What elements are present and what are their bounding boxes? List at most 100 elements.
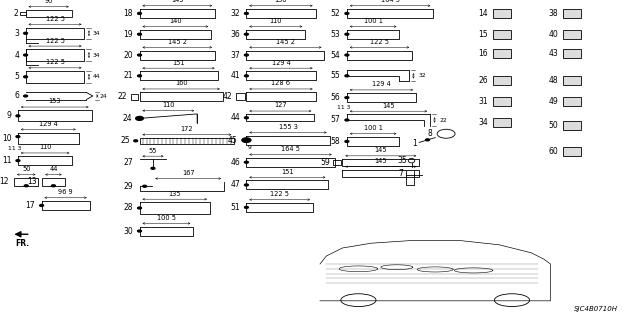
Circle shape [345,33,349,35]
Circle shape [242,138,251,142]
Bar [236,93,245,100]
Circle shape [244,33,248,35]
Bar [563,147,581,156]
Circle shape [426,139,429,141]
Text: 160: 160 [175,80,188,86]
Text: 22: 22 [117,92,127,101]
Text: 56: 56 [331,93,340,102]
Text: 7: 7 [398,169,403,178]
Text: 153: 153 [49,99,61,104]
Bar [14,178,38,186]
Text: 11 3: 11 3 [8,147,21,151]
Text: 44: 44 [93,74,100,79]
Text: 44: 44 [49,166,58,172]
Text: 110: 110 [269,18,282,24]
Circle shape [138,54,141,56]
Bar [563,9,581,18]
Text: 155 3: 155 3 [278,124,298,130]
Text: 51: 51 [230,203,240,212]
Text: 90: 90 [44,0,53,4]
Text: 24: 24 [100,93,108,99]
Text: 122 5: 122 5 [370,39,389,45]
Text: 30: 30 [124,227,133,236]
Bar [493,9,511,18]
Text: 110: 110 [39,144,51,150]
Text: 54: 54 [331,51,340,60]
Text: 16: 16 [478,49,488,58]
Text: 24: 24 [122,114,132,123]
Text: 21: 21 [124,71,133,80]
Text: 10: 10 [2,134,12,143]
Text: 164 5: 164 5 [381,0,399,3]
Text: 6: 6 [14,92,19,100]
Circle shape [244,117,248,119]
Text: 129 4: 129 4 [372,81,391,87]
Text: 127: 127 [274,102,287,108]
Bar [563,49,581,58]
Circle shape [136,116,143,120]
Circle shape [244,54,248,56]
Text: 12: 12 [0,177,9,186]
Text: 122 5: 122 5 [45,16,65,22]
Circle shape [345,97,349,99]
Text: 58: 58 [331,137,340,146]
Text: 55: 55 [148,148,157,154]
Text: 19: 19 [124,30,133,39]
Bar [493,76,511,85]
Text: 145: 145 [374,147,387,153]
Bar [493,49,511,58]
Text: 14: 14 [478,9,488,18]
Text: 15: 15 [478,30,488,39]
Text: 145 2: 145 2 [168,39,187,45]
Circle shape [16,136,20,138]
Text: 37: 37 [230,51,240,60]
Circle shape [134,140,138,142]
Text: 5: 5 [14,72,19,81]
Circle shape [138,12,141,14]
Text: 135: 135 [168,191,181,196]
Circle shape [244,206,248,208]
Text: 18: 18 [124,9,133,18]
Circle shape [24,185,28,187]
Text: 36: 36 [230,30,240,39]
Text: 34: 34 [93,52,100,58]
Text: 32: 32 [419,73,426,78]
Bar [563,76,581,85]
Circle shape [16,160,20,162]
Text: 41: 41 [230,71,240,80]
Bar [563,97,581,106]
Text: 31: 31 [478,97,488,106]
Text: 151: 151 [281,169,294,175]
Text: 25: 25 [121,136,131,145]
Circle shape [244,12,248,14]
Circle shape [138,75,141,77]
Text: 8: 8 [428,129,432,138]
Circle shape [345,54,349,56]
Circle shape [138,230,141,232]
Text: 17: 17 [26,201,35,210]
Bar [493,97,511,106]
Text: 2: 2 [13,9,18,18]
Text: 122 5: 122 5 [270,191,289,197]
Circle shape [345,12,349,14]
Text: 100 1: 100 1 [364,18,383,24]
Text: 29: 29 [124,182,133,191]
Text: 52: 52 [331,9,340,18]
Bar [131,94,138,100]
Text: 49: 49 [548,97,558,106]
Text: 9: 9 [6,111,12,120]
Text: 42: 42 [223,92,232,101]
Circle shape [244,75,248,77]
Circle shape [24,76,28,78]
Text: 128 6: 128 6 [271,80,291,86]
Text: 1: 1 [413,139,417,148]
Circle shape [40,204,44,206]
Text: 129 4: 129 4 [271,60,291,66]
Text: 60: 60 [548,147,558,156]
Text: 3: 3 [14,29,19,38]
Text: SJC4B0710H: SJC4B0710H [573,306,618,312]
Circle shape [345,75,349,77]
Circle shape [345,140,349,142]
Text: 172: 172 [180,126,193,132]
Bar [563,30,581,39]
